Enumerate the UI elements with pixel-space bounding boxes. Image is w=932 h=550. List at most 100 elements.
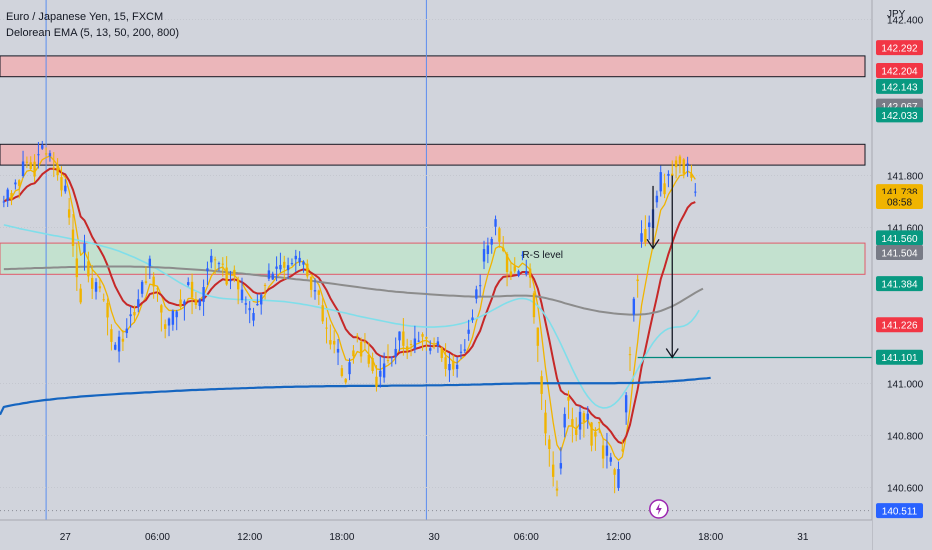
candle-body: [329, 340, 332, 345]
candle-body: [41, 145, 44, 149]
rs-level-label: R-S level: [522, 250, 563, 261]
candle-body: [110, 329, 113, 342]
candle-body: [52, 167, 55, 169]
candle-body: [532, 293, 536, 318]
price-badge: [876, 230, 923, 246]
candle-body: [471, 317, 474, 321]
candle-body: [56, 164, 59, 176]
candle-body: [64, 185, 67, 192]
candle-body: [244, 303, 248, 305]
candle-body: [359, 341, 363, 357]
candle-body: [221, 263, 224, 265]
candle-body: [313, 290, 317, 292]
candle-body: [555, 488, 559, 491]
candle-body: [202, 287, 205, 302]
lightning-icon[interactable]: [649, 499, 669, 519]
candle-body: [375, 376, 378, 387]
candle-body: [29, 162, 32, 169]
candle-body: [575, 429, 578, 435]
candle-body: [452, 360, 455, 370]
candle-body: [628, 354, 632, 356]
candle-body: [44, 153, 48, 155]
x-tick-label: 12:00: [237, 532, 262, 543]
candle-body: [467, 329, 470, 334]
candle-body: [490, 238, 493, 245]
candle-body: [60, 177, 63, 191]
candle-body: [536, 327, 539, 346]
x-tick-label: 18:00: [329, 532, 354, 543]
candle-body: [429, 348, 432, 351]
price-badge: [876, 78, 923, 94]
candle-body: [144, 281, 148, 283]
candle-body: [344, 378, 347, 383]
price-badge-label: 140.511: [882, 507, 918, 518]
candle-body: [206, 268, 209, 272]
candle-body: [160, 305, 163, 313]
candle-body: [183, 301, 186, 305]
resistance-zone-upper: [0, 55, 866, 78]
candle-body: [163, 324, 167, 329]
candle-body: [486, 245, 490, 255]
candle-body: [540, 376, 543, 394]
candle-body: [302, 261, 305, 265]
x-tick-label: 31: [797, 532, 809, 543]
candle-body: [425, 336, 428, 339]
candle-body: [263, 284, 267, 286]
candle-body: [648, 222, 651, 227]
candle-body: [121, 338, 125, 342]
y-tick-label: 142.400: [887, 16, 924, 27]
candle-body: [240, 289, 244, 301]
candle-body: [578, 411, 582, 430]
price-badge-label: 141.384: [881, 280, 918, 291]
candle-body: [336, 348, 340, 353]
candle-body: [325, 327, 328, 329]
candle-body: [198, 299, 201, 307]
candle-body: [505, 254, 509, 272]
candle-body: [267, 270, 271, 279]
candle-body: [260, 294, 263, 305]
candle-body: [436, 341, 440, 347]
candle-body: [21, 161, 25, 177]
candle-body: [367, 354, 370, 364]
candle-body: [413, 338, 417, 349]
candle-body: [156, 288, 159, 290]
price-badge: [876, 349, 923, 365]
candle-body: [217, 263, 221, 265]
y-tick-label: 140.800: [887, 432, 924, 443]
candle-body: [125, 328, 128, 334]
candle-body: [210, 255, 213, 263]
down-arrow-head: [646, 238, 660, 250]
candle-body: [567, 397, 570, 401]
support-zone: [0, 242, 866, 275]
candle-body: [478, 285, 482, 287]
price-badge-label: 142.033: [881, 111, 918, 122]
candle-body: [571, 419, 574, 427]
price-badge-label: 141.738: [881, 188, 918, 199]
candle-body: [106, 302, 109, 318]
candle-body: [363, 341, 367, 343]
candle-body: [294, 255, 297, 260]
x-tick-label: 12:00: [606, 532, 631, 543]
candle-body: [409, 343, 413, 346]
down-arrow-head: [665, 348, 679, 359]
candle-body: [605, 445, 609, 456]
candle-body: [494, 219, 497, 227]
candle-body: [402, 331, 405, 346]
candle-body: [528, 268, 532, 278]
candle-body: [133, 312, 136, 316]
y-tick-label: 141.600: [887, 224, 924, 235]
candle-body: [667, 173, 670, 176]
candle-body: [256, 303, 259, 306]
candle-body: [636, 279, 639, 282]
candle-body: [394, 348, 397, 357]
candle-body: [75, 258, 79, 278]
candle-body: [333, 340, 336, 345]
candle-body: [148, 258, 152, 267]
candle-body: [309, 276, 313, 290]
candle-body: [340, 368, 344, 376]
candle-body: [548, 439, 551, 450]
candle-body: [87, 261, 90, 277]
candle-body: [371, 358, 374, 372]
candle-body: [14, 182, 17, 185]
